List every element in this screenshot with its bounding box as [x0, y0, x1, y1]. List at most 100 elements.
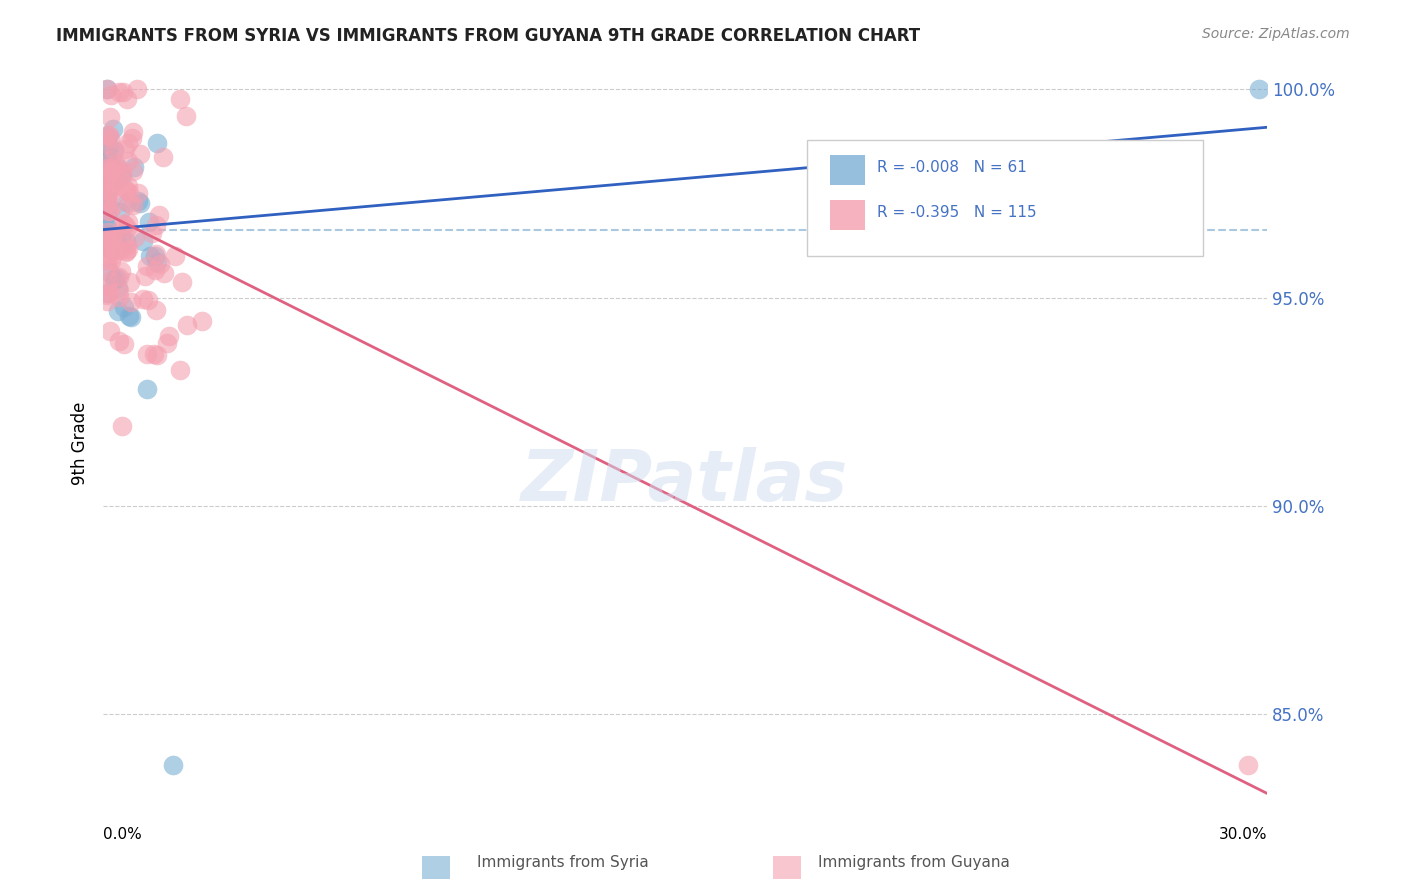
Point [152, 149, 174, 163]
Point [146, 136, 169, 150]
Point [111, 169, 134, 183]
Point [98, 274, 121, 288]
Point [96, 241, 118, 255]
Point [98, 186, 121, 200]
Point [97, 225, 120, 239]
Point [142, 347, 165, 361]
Point [145, 249, 167, 263]
Point [96, 170, 118, 185]
Point [101, 231, 124, 245]
Text: Immigrants from Syria: Immigrants from Syria [477, 855, 648, 870]
Point [125, 82, 148, 96]
Point [120, 294, 142, 309]
Text: Immigrants from Guyana: Immigrants from Guyana [818, 855, 1010, 870]
Point [107, 270, 129, 285]
Point [115, 92, 138, 106]
Point [96, 187, 118, 202]
Text: R = -0.395   N = 115: R = -0.395 N = 115 [877, 205, 1036, 220]
Point [98, 235, 121, 249]
Point [124, 160, 146, 174]
Point [105, 240, 128, 254]
Text: IMMIGRANTS FROM SYRIA VS IMMIGRANTS FROM GUYANA 9TH GRADE CORRELATION CHART: IMMIGRANTS FROM SYRIA VS IMMIGRANTS FROM… [56, 27, 921, 45]
Point [97, 130, 120, 145]
Point [100, 153, 122, 167]
Point [97, 154, 120, 169]
Point [98, 131, 121, 145]
Point [96, 220, 118, 235]
Point [127, 194, 149, 208]
Point [96, 165, 118, 179]
Point [146, 348, 169, 362]
Point [97, 189, 120, 203]
Point [105, 270, 128, 285]
Bar [831, 200, 866, 230]
Point [96, 238, 118, 252]
Text: 0.0%: 0.0% [103, 827, 142, 842]
Point [146, 254, 169, 268]
Point [96, 237, 118, 252]
Point [101, 244, 124, 258]
Point [103, 162, 125, 177]
Point [97, 265, 120, 279]
Point [96, 128, 118, 143]
Point [124, 230, 146, 244]
Point [120, 275, 142, 289]
Point [104, 229, 127, 244]
Point [96, 136, 118, 151]
Point [96, 147, 118, 161]
Point [97, 142, 120, 156]
Point [127, 186, 149, 200]
Point [96, 288, 118, 302]
Point [139, 249, 162, 263]
Point [108, 290, 131, 304]
Point [96, 254, 118, 268]
Point [103, 167, 125, 181]
Point [101, 228, 124, 243]
Point [110, 229, 132, 244]
Point [108, 243, 131, 257]
Point [1249, 82, 1271, 96]
Point [135, 382, 157, 396]
Point [111, 218, 134, 232]
Point [104, 272, 127, 286]
Point [96, 179, 118, 194]
Text: Source: ZipAtlas.com: Source: ZipAtlas.com [1202, 27, 1350, 41]
Point [114, 218, 136, 232]
Text: 30.0%: 30.0% [1219, 827, 1267, 842]
Point [103, 144, 125, 158]
Point [101, 243, 124, 257]
Point [103, 174, 125, 188]
Point [117, 154, 139, 169]
Point [156, 335, 179, 350]
Point [96, 219, 118, 234]
Point [111, 163, 134, 178]
Point [96, 161, 118, 176]
Point [100, 88, 122, 103]
Point [101, 163, 124, 178]
Point [131, 234, 153, 248]
Y-axis label: 9th Grade: 9th Grade [72, 402, 89, 485]
Point [117, 238, 139, 252]
Point [110, 264, 132, 278]
Point [105, 157, 128, 171]
Point [153, 266, 176, 280]
Point [96, 151, 118, 165]
Point [131, 292, 153, 306]
Point [1236, 757, 1258, 772]
Point [115, 234, 138, 248]
Point [108, 204, 131, 219]
Point [96, 226, 118, 240]
Point [141, 226, 163, 240]
Point [118, 309, 141, 323]
Point [117, 136, 139, 150]
Point [96, 82, 118, 96]
Point [103, 175, 125, 189]
Point [96, 293, 118, 308]
Point [118, 186, 141, 200]
Point [108, 85, 131, 99]
Point [115, 183, 138, 197]
Point [103, 247, 125, 261]
Point [136, 347, 159, 361]
Point [96, 200, 118, 214]
Point [103, 273, 125, 287]
